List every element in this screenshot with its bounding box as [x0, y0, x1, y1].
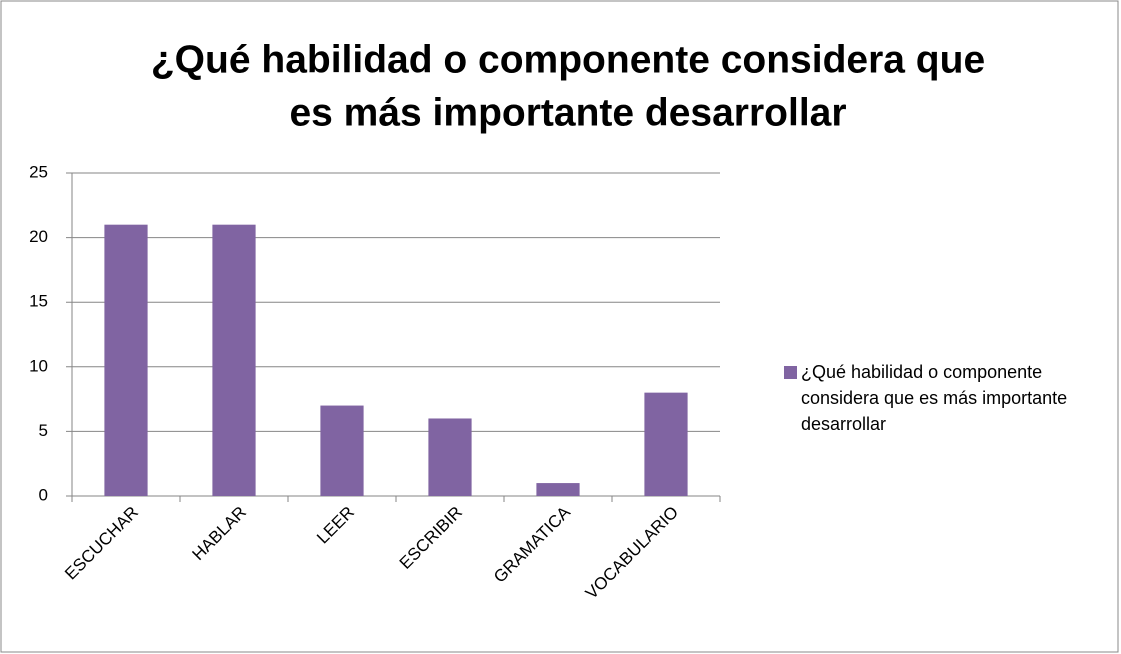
chart-title: es más importante desarrollar [289, 91, 846, 134]
bar [536, 483, 580, 496]
y-tick-label: 15 [29, 292, 48, 311]
bar [428, 418, 472, 496]
y-tick-label: 25 [29, 162, 48, 181]
legend-swatch [784, 366, 797, 379]
legend-label: ¿Qué habilidad o componente considera qu… [801, 362, 1068, 434]
bar [212, 224, 256, 496]
bar [644, 392, 688, 496]
y-tick-label: 5 [39, 421, 48, 440]
chart-title: ¿Qué habilidad o componente considera qu… [151, 38, 985, 81]
bar [320, 405, 364, 496]
bar [104, 224, 148, 496]
legend: ¿Qué habilidad o componente considera qu… [784, 359, 1114, 437]
y-tick-label: 0 [39, 485, 48, 504]
y-tick-label: 10 [29, 356, 48, 375]
y-tick-label: 20 [29, 227, 48, 246]
